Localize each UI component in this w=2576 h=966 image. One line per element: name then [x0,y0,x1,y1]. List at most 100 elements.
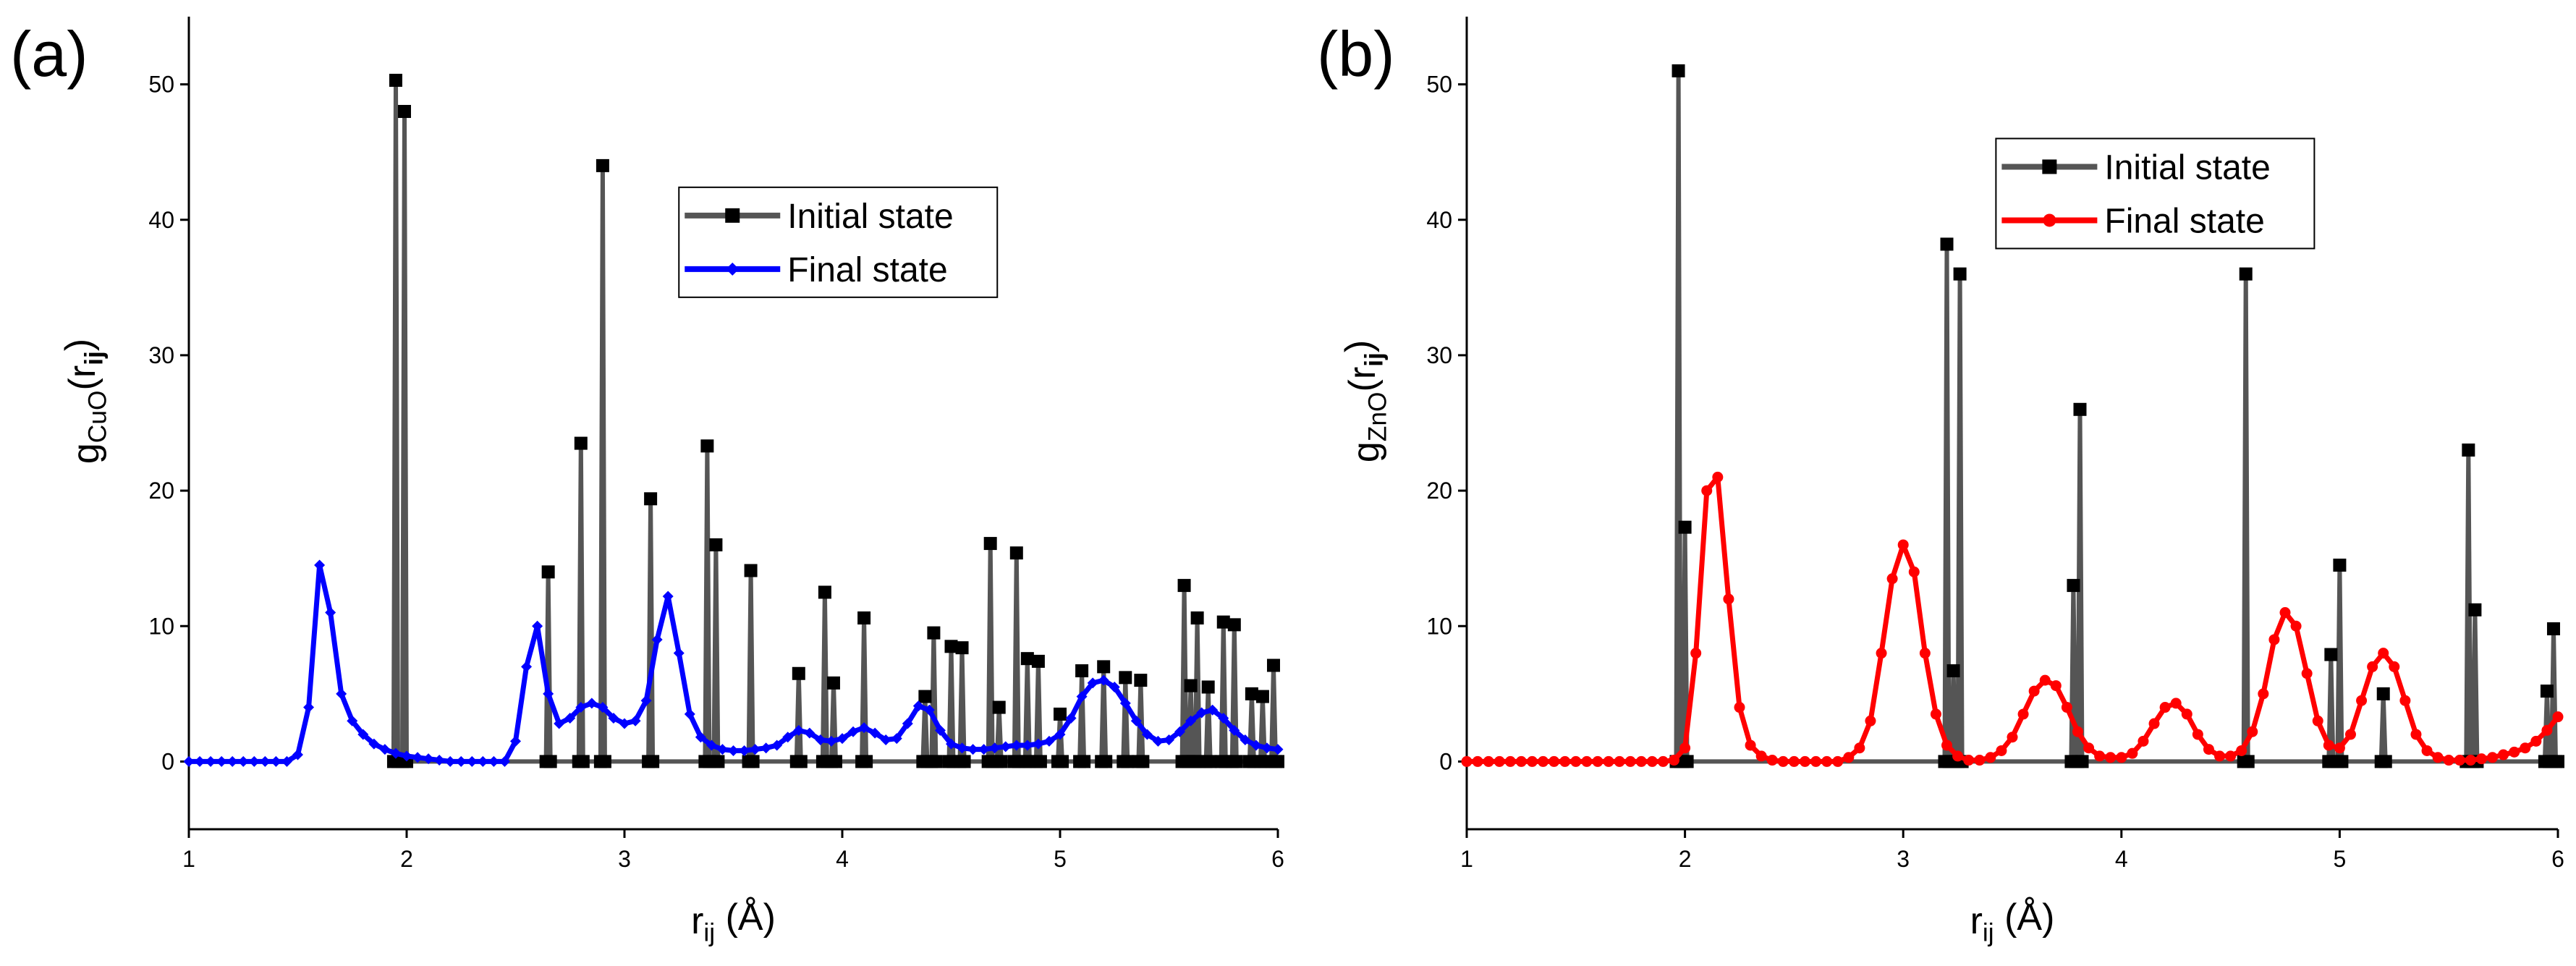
y-tick-label: 0 [1439,748,1452,774]
marker [2509,746,2520,758]
marker [1832,755,1844,767]
y-axis-label-part: (r [1342,367,1384,392]
marker [1196,707,1208,719]
marker [1077,755,1091,768]
marker [1504,755,1516,767]
marker [2389,661,2400,672]
marker [2181,708,2192,720]
marker [2007,732,2018,743]
marker [1624,755,1636,767]
marker [2170,698,2182,709]
marker [1266,658,1280,672]
marker [2356,695,2368,706]
marker [2333,559,2347,572]
marker [314,559,326,571]
marker [869,727,881,739]
marker [1672,64,1685,77]
legend-marker [2042,159,2057,174]
y-tick-label: 10 [1426,613,1452,639]
legend-marker [726,262,740,276]
marker [1020,652,1034,666]
marker [1271,755,1284,768]
y-axis-label-part: g [65,443,107,464]
marker [2203,744,2214,755]
marker [1022,740,1033,751]
marker [662,590,674,602]
marker [992,700,1006,714]
marker [651,634,663,645]
y-tick-label: 30 [1426,342,1452,368]
marker [2138,735,2149,747]
y-axis-label: gCuO(rij) [58,339,112,464]
marker [1974,755,1986,766]
marker [1216,615,1230,629]
marker [1690,648,1702,659]
marker [205,755,216,767]
marker [858,722,870,734]
marker [597,702,609,713]
marker [1941,740,1953,751]
marker [918,690,932,703]
marker [1985,752,1996,763]
x-axis-label: rij (Å) [691,897,776,947]
marker [433,755,445,766]
marker [2067,579,2080,593]
x-axis-label-part: (Å) [1994,897,2055,939]
marker [2258,688,2269,700]
x-axis-label-part: (Å) [715,897,776,939]
marker [226,755,238,767]
marker [2541,724,2553,736]
panel-label: (a) [10,18,88,90]
legend-label: Final state [2104,202,2264,240]
series-line [1674,68,2558,764]
marker [957,755,971,768]
marker [1538,755,1549,767]
marker [2239,267,2253,281]
marker [554,718,565,729]
x-axis-label-part: r [1970,900,1983,942]
marker [1098,674,1109,686]
marker [2551,755,2564,768]
marker [2421,745,2433,756]
marker [2247,726,2258,737]
marker [1515,755,1527,767]
marker [1799,755,1810,767]
marker [423,753,434,765]
marker [1646,755,1658,767]
marker [1261,742,1273,754]
marker [1635,755,1647,767]
marker [1766,755,1778,766]
marker [1141,729,1153,740]
x-tick-label: 1 [1460,846,1473,872]
marker [183,755,195,767]
legend-label: Initial state [2104,148,2270,187]
y-tick-label: 40 [148,207,174,233]
marker [2127,747,2138,759]
marker [1908,566,1920,577]
marker [1821,755,1833,767]
marker [746,755,760,768]
marker [2410,729,2422,740]
marker [1000,741,1012,753]
marker [1229,724,1240,736]
marker [2159,702,2171,713]
marker [237,755,249,767]
marker [2279,607,2291,619]
marker [644,492,658,506]
marker [818,585,831,599]
marker [1054,707,1067,721]
marker [1614,755,1625,767]
marker [2241,755,2255,768]
marker [1996,745,2007,756]
marker [2083,742,2095,754]
x-tick-label: 2 [1679,846,1692,872]
marker [902,718,913,729]
marker [1886,573,1898,585]
x-axis-label-part: r [691,900,703,942]
marker [978,744,990,755]
marker [1777,755,1789,767]
x-tick-label: 3 [618,846,631,872]
marker [521,661,533,672]
marker [2335,755,2349,768]
